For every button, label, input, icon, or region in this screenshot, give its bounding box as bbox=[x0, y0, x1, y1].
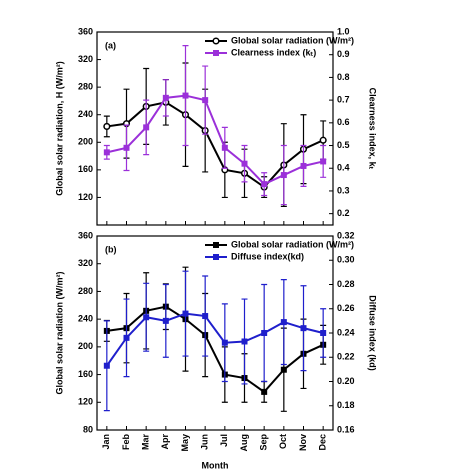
y-axis-label: Global solar radiation (W/m²) bbox=[54, 271, 64, 394]
marker bbox=[143, 124, 150, 131]
y-tick-label: 360 bbox=[78, 230, 93, 240]
plot-frame bbox=[96, 31, 334, 226]
marker bbox=[241, 160, 248, 167]
y-tick-label: 320 bbox=[78, 258, 93, 268]
x-tick-label: Sep bbox=[259, 434, 269, 451]
y-tick-label: 120 bbox=[78, 192, 93, 202]
x-tick-label: Aug bbox=[239, 434, 249, 452]
y2-tick-label: 0.20 bbox=[337, 376, 355, 386]
marker bbox=[261, 388, 268, 395]
y2-tick-label: 0.18 bbox=[337, 400, 355, 410]
y2-tick-label: 0.9 bbox=[337, 49, 350, 59]
marker bbox=[280, 366, 287, 373]
marker bbox=[280, 319, 287, 326]
y2-axis-label: Diffuse index (kd) bbox=[368, 295, 378, 371]
legend-label: Global solar radiation (W/m²) bbox=[231, 35, 354, 45]
marker bbox=[221, 339, 228, 346]
legend-marker bbox=[213, 50, 219, 56]
y-tick-label: 200 bbox=[78, 137, 93, 147]
y-tick-label: 280 bbox=[78, 82, 93, 92]
marker bbox=[202, 97, 209, 104]
y2-tick-label: 1.0 bbox=[337, 26, 350, 36]
marker bbox=[261, 181, 268, 188]
legend-marker bbox=[213, 254, 219, 260]
x-axis-label: Month bbox=[202, 460, 229, 470]
marker bbox=[182, 92, 189, 99]
marker bbox=[103, 149, 110, 156]
x-tick-label: Dec bbox=[318, 434, 328, 451]
y-tick-label: 240 bbox=[78, 109, 93, 119]
x-tick-label: Jan bbox=[101, 434, 111, 450]
marker bbox=[123, 144, 130, 151]
marker bbox=[123, 334, 130, 341]
y2-tick-label: 0.4 bbox=[337, 163, 350, 173]
marker bbox=[182, 310, 189, 317]
marker bbox=[280, 172, 287, 179]
y-tick-label: 160 bbox=[78, 369, 93, 379]
series-line bbox=[106, 312, 324, 367]
y2-tick-label: 0.24 bbox=[337, 327, 355, 337]
y2-tick-label: 0.28 bbox=[337, 279, 355, 289]
marker bbox=[261, 330, 268, 336]
y-tick-label: 280 bbox=[78, 286, 93, 296]
marker bbox=[300, 162, 307, 169]
y2-tick-label: 0.5 bbox=[337, 140, 350, 150]
marker bbox=[162, 317, 169, 324]
legend-label: Global solar radiation (W/m²) bbox=[231, 239, 354, 249]
y-tick-label: 320 bbox=[78, 54, 93, 64]
series-line bbox=[106, 305, 324, 394]
x-tick-label: Apr bbox=[160, 434, 170, 450]
legend-label: Diffuse index(kd) bbox=[231, 251, 304, 261]
panel-label: (b) bbox=[105, 244, 117, 254]
y-tick-label: 160 bbox=[78, 164, 93, 174]
legend-label: Clearness index (kₜ) bbox=[231, 47, 316, 57]
y2-axis-label: Clearness index, kₜ bbox=[368, 88, 378, 170]
marker bbox=[320, 330, 327, 336]
y2-tick-label: 0.22 bbox=[337, 352, 355, 362]
marker bbox=[103, 362, 110, 369]
x-tick-label: Jul bbox=[219, 434, 229, 447]
y-axis-label: Global solar radiation, H (W/m²) bbox=[54, 61, 64, 196]
marker bbox=[300, 325, 307, 332]
marker bbox=[103, 122, 111, 130]
x-tick-label: Nov bbox=[298, 434, 308, 451]
y2-tick-label: 0.3 bbox=[337, 185, 350, 195]
series-line bbox=[106, 101, 324, 189]
marker bbox=[221, 144, 228, 151]
y2-tick-label: 0.2 bbox=[337, 208, 350, 218]
marker bbox=[320, 158, 327, 165]
y2-tick-label: 0.8 bbox=[337, 72, 350, 82]
y2-tick-label: 0.30 bbox=[337, 255, 355, 265]
panel-label: (a) bbox=[105, 40, 116, 50]
marker bbox=[162, 94, 169, 101]
x-tick-label: Mar bbox=[141, 434, 151, 451]
y-tick-label: 80 bbox=[83, 424, 93, 434]
marker bbox=[202, 313, 209, 320]
y-tick-label: 240 bbox=[78, 314, 93, 324]
x-tick-label: May bbox=[180, 434, 190, 452]
y2-tick-label: 0.6 bbox=[337, 117, 350, 127]
series-line bbox=[106, 94, 324, 186]
marker bbox=[319, 136, 327, 144]
y2-tick-label: 0.26 bbox=[337, 303, 355, 313]
y-tick-label: 360 bbox=[78, 26, 93, 36]
x-tick-label: Feb bbox=[121, 434, 131, 451]
y2-tick-label: 0.7 bbox=[337, 94, 350, 104]
x-tick-label: Jun bbox=[200, 434, 210, 450]
x-tick-label: Oct bbox=[278, 434, 288, 449]
marker bbox=[241, 338, 248, 345]
y2-tick-label: 0.16 bbox=[337, 424, 355, 434]
y-tick-label: 120 bbox=[78, 397, 93, 407]
y-tick-label: 200 bbox=[78, 341, 93, 351]
legend-marker bbox=[213, 242, 219, 248]
y2-tick-label: 0.32 bbox=[337, 230, 355, 240]
marker bbox=[143, 314, 150, 321]
legend-marker bbox=[212, 37, 220, 45]
